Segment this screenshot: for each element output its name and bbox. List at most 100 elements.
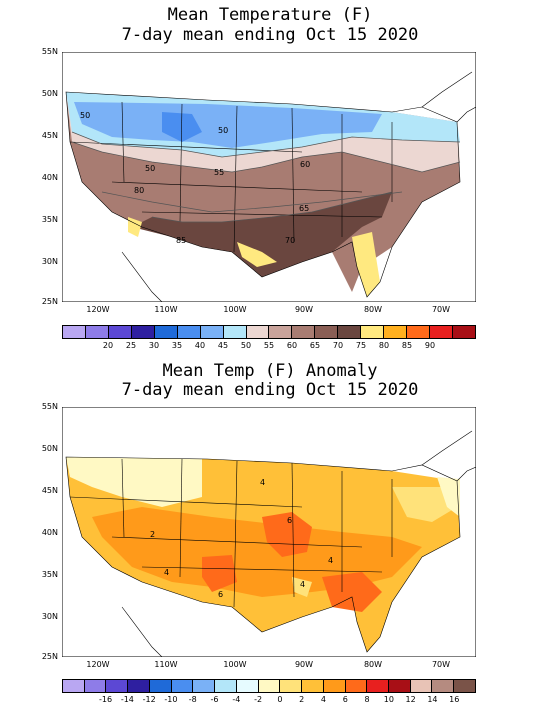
colorbar-swatch — [269, 326, 293, 338]
map1-contour-label: 80 — [134, 186, 145, 195]
map2-contour-label: 4 — [260, 478, 266, 487]
colorbar-swatch — [128, 680, 150, 692]
colorbar-swatch — [452, 326, 475, 338]
colorbar-swatch — [454, 680, 475, 692]
temperature-map — [62, 52, 476, 302]
lon-label: 70W — [431, 305, 451, 314]
colorbar-label: 90 — [424, 341, 436, 350]
colorbar-label: 6 — [342, 695, 348, 704]
lon-label: 120W — [86, 305, 110, 314]
anomaly-map — [62, 407, 476, 657]
colorbar-label: 80 — [378, 341, 390, 350]
colorbar-label: -6 — [210, 695, 219, 704]
lon-label: 70W — [431, 660, 451, 669]
lat-label: 55N — [41, 47, 58, 56]
temperature-fill — [66, 92, 460, 297]
lat-label: 25N — [41, 297, 58, 306]
lon-label: 100W — [223, 305, 247, 314]
colorbar-swatch — [315, 326, 339, 338]
colorbar-label: 2 — [299, 695, 305, 704]
map1-colorbar — [62, 325, 476, 339]
temperature-contours — [71, 131, 461, 223]
lon-label: 100W — [223, 660, 247, 669]
lat-label: 45N — [41, 131, 58, 140]
colorbar-swatch — [338, 326, 362, 338]
colorbar-label: 35 — [171, 341, 183, 350]
colorbar-swatch — [215, 680, 237, 692]
map2-title-line1: Mean Temp (F) Anomaly — [162, 361, 378, 381]
colorbar-label: -2 — [254, 695, 263, 704]
colorbar-swatch — [177, 326, 201, 338]
map1-contour-label: 85 — [176, 236, 187, 245]
colorbar-swatch — [149, 680, 172, 692]
map2-title-line2: 7-day mean ending Oct 15 2020 — [121, 380, 419, 400]
lon-label: 120W — [86, 660, 110, 669]
colorbar-label: 40 — [194, 341, 206, 350]
colorbar-label: 85 — [401, 341, 413, 350]
lat-label: 50N — [41, 89, 58, 98]
colorbar-swatch — [106, 680, 129, 692]
colorbar-swatch — [389, 680, 411, 692]
colorbar-label: 16 — [449, 695, 460, 704]
lon-label: 90W — [294, 305, 314, 314]
colorbar-label: 55 — [263, 341, 275, 350]
lat-label: 50N — [41, 444, 58, 453]
map1-contour-label: 50 — [145, 164, 156, 173]
colorbar-swatch — [432, 680, 455, 692]
colorbar-label: 50 — [240, 341, 252, 350]
colorbar-label: 8 — [364, 695, 370, 704]
colorbar-swatch — [236, 680, 259, 692]
colorbar-label: 0 — [277, 695, 283, 704]
map2-contour-label: 6 — [287, 516, 293, 525]
colorbar-label: 12 — [405, 695, 416, 704]
colorbar-swatch — [407, 326, 430, 338]
lat-label: 35N — [41, 570, 58, 579]
colorbar-swatch — [193, 680, 216, 692]
colorbar-label: 14 — [427, 695, 438, 704]
map2-contour-label: 4 — [300, 580, 306, 589]
anomaly-boundaries — [65, 456, 461, 653]
colorbar-label: 60 — [286, 341, 298, 350]
map1-title-line1: Mean Temperature (F) — [167, 5, 373, 25]
colorbar-swatch — [430, 326, 453, 338]
colorbar-swatch — [84, 680, 107, 692]
colorbar-label: -12 — [142, 695, 156, 704]
lat-label: 55N — [41, 402, 58, 411]
lat-label: 40N — [41, 173, 58, 182]
colorbar-swatch — [131, 326, 155, 338]
colorbar-swatch — [410, 680, 433, 692]
colorbar-swatch — [171, 680, 194, 692]
colorbar-label: 10 — [383, 695, 394, 704]
colorbar-swatch — [63, 326, 86, 338]
colorbar-label: -8 — [188, 695, 197, 704]
colorbar-swatch — [302, 680, 324, 692]
map2-contour-label: 4 — [164, 568, 170, 577]
map1-contour-label: 60 — [300, 160, 311, 169]
colorbar-swatch — [292, 326, 316, 338]
colorbar-swatch — [154, 326, 178, 338]
lon-label: 110W — [154, 660, 178, 669]
colorbar-swatch — [323, 680, 346, 692]
colorbar-label: 4 — [320, 695, 327, 704]
lon-label: 110W — [154, 305, 178, 314]
lat-label: 45N — [41, 486, 58, 495]
colorbar-label: -16 — [99, 695, 113, 704]
map1-contour-label: 50 — [80, 111, 91, 120]
lat-label: 35N — [41, 215, 58, 224]
colorbar-swatch — [345, 680, 368, 692]
colorbar-label: -10 — [164, 695, 178, 704]
colorbar-swatch — [367, 680, 390, 692]
colorbar-swatch — [280, 680, 303, 692]
colorbar-label: -14 — [120, 695, 134, 704]
lat-label: 25N — [41, 652, 58, 661]
colorbar-label: -4 — [232, 695, 241, 704]
colorbar-label: 65 — [309, 341, 321, 350]
temperature-boundaries — [65, 91, 461, 298]
map1-title-line2: 7-day mean ending Oct 15 2020 — [121, 25, 419, 45]
colorbar-label: 20 — [102, 341, 114, 350]
anomaly-fill — [66, 457, 460, 652]
colorbar-label: 25 — [125, 341, 137, 350]
colorbar-swatch — [361, 326, 385, 338]
map1-contour-label: 65 — [299, 204, 310, 213]
map1-contour-label: 55 — [214, 168, 225, 177]
